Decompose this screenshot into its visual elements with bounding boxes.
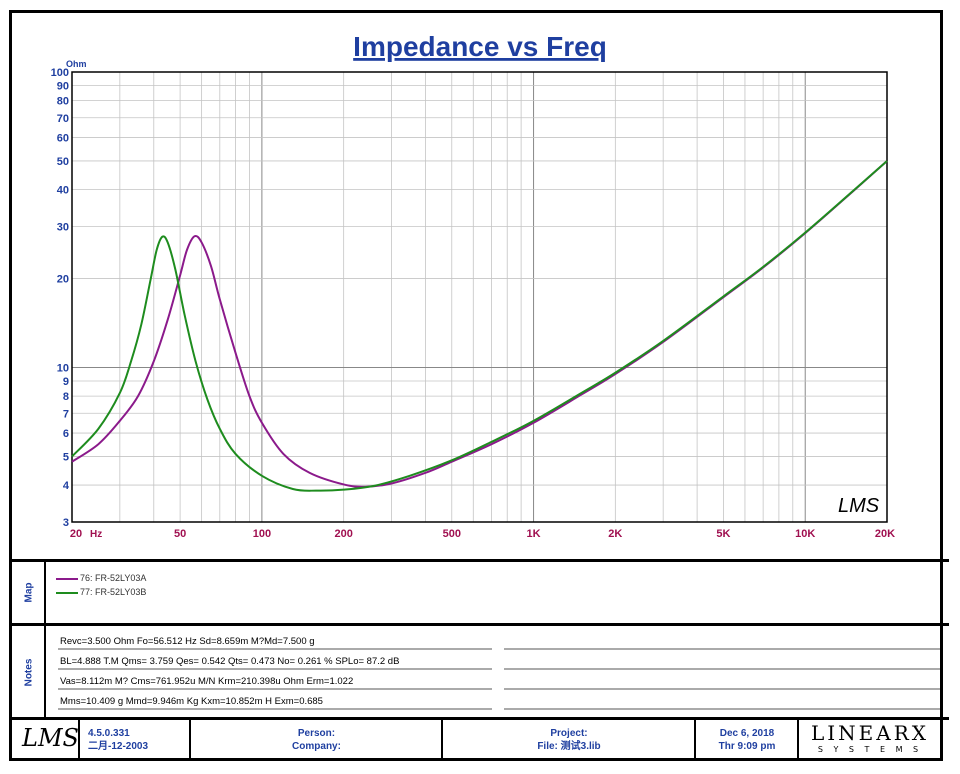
notes-line-3: Vas=8.112m M? Cms=761.952u M/N Krm=210.3… [60, 676, 354, 687]
y-tick-label: 3 [63, 517, 69, 529]
side-label-divider [44, 561, 46, 718]
footer-brand: LINEARX S Y S T E M S [800, 722, 940, 756]
footer-divider-3 [441, 720, 443, 760]
y-tick-labels: 3 4 5 6 7 8 9 10 20 30 40 50 60 70 80 90 100 [51, 67, 70, 529]
x-tick-label: 10K [795, 528, 815, 540]
x-tick-label: 20 [70, 528, 82, 540]
x-tick-label: 50 [174, 528, 186, 540]
footer-date: Dec 6, 2018 [719, 728, 775, 739]
footer-brand-bottom: S Y S T E M S [817, 745, 923, 754]
footer-version: 4.5.0.331 [88, 728, 130, 739]
x-tick-label: 5K [716, 528, 730, 540]
series-group [71, 160, 888, 492]
notes-line-1: Revc=3.500 Ohm Fo=56.512 Hz Sd=8.659m M?… [60, 636, 315, 647]
divider-notes-top [9, 623, 949, 626]
plot-area [71, 71, 888, 523]
divider-map-top [9, 559, 949, 562]
y-tick-label: 70 [57, 113, 69, 125]
footer-divider-1 [78, 720, 80, 760]
footer-version-cell: 4.5.0.331 二月-12-2003 [82, 727, 187, 753]
footer-divider-5 [797, 720, 799, 760]
notes-line-2: BL=4.888 T.M Qms= 3.759 Qes= 0.542 Qts= … [60, 656, 400, 667]
y-tick-label: 5 [63, 451, 69, 463]
y-tick-label: 4 [63, 480, 70, 492]
y-tick-label: 80 [57, 96, 69, 108]
legend-item-b: 77: FR-52LY03B [56, 587, 146, 597]
footer-divider-2 [189, 720, 191, 760]
footer-person-cell: Person: Company: [192, 727, 441, 753]
y-tick-label: 7 [63, 408, 69, 420]
report-frame [9, 10, 943, 761]
series-line-b [71, 160, 888, 492]
x-tick-label: 20K [875, 528, 895, 540]
y-tick-label: 6 [63, 428, 69, 440]
divider-footer-top [9, 717, 949, 720]
footer-company: Company: [292, 741, 341, 752]
series-line-a [71, 160, 888, 488]
footer-brand-top: LINEARX [810, 721, 930, 745]
footer-person: Person: [297, 728, 336, 739]
footer-file: File: 测试3.lib [537, 741, 601, 752]
x-tick-label: 500 [443, 528, 461, 540]
footer-build-date: 二月-12-2003 [88, 741, 149, 752]
y-tick-label: 30 [57, 222, 69, 234]
footer-time: Thr 9:09 pm [718, 741, 776, 752]
map-section-label: Map [23, 582, 35, 603]
legend-swatch-a [56, 577, 78, 580]
y-axis-unit: Ohm [66, 59, 87, 69]
y-tick-label: 9 [63, 376, 69, 388]
chart-title: Impedance vs Freq [353, 31, 607, 62]
x-tick-label: 2K [608, 528, 622, 540]
chart-grid [71, 71, 888, 523]
notes-line-4: Mms=10.409 g Mmd=9.946m Kg Kxm=10.852m H… [60, 696, 323, 707]
footer-project-cell: Project: File: 测试3.lib [444, 727, 694, 753]
footer-datetime-cell: Dec 6, 2018 Thr 9:09 pm [697, 727, 797, 753]
x-axis-unit: Hz [90, 529, 102, 540]
footer-divider-4 [694, 720, 696, 760]
legend-item-a: 76: FR-52LY03A [56, 573, 146, 583]
x-tick-label: 100 [253, 528, 271, 540]
y-tick-label: 20 [57, 274, 69, 286]
y-tick-label: 10 [57, 362, 69, 374]
y-tick-label: 60 [57, 133, 69, 145]
legend-swatch-b [56, 591, 78, 594]
x-tick-label: 1K [527, 528, 541, 540]
y-tick-label: 50 [57, 156, 69, 168]
y-tick-label: 8 [63, 391, 69, 403]
notes-section-label: Notes [23, 658, 35, 686]
y-tick-label: 90 [57, 81, 69, 93]
y-tick-label: 100 [51, 67, 69, 79]
x-tick-labels: 20 50 100 200 500 1K 2K 5K 10K 20K [70, 528, 895, 540]
y-tick-label: 40 [57, 185, 69, 197]
x-tick-label: 200 [334, 528, 352, 540]
footer-project: Project: [550, 728, 588, 739]
lms-watermark: LMS [838, 495, 880, 517]
footer-lms-logo: LMS [22, 724, 79, 752]
